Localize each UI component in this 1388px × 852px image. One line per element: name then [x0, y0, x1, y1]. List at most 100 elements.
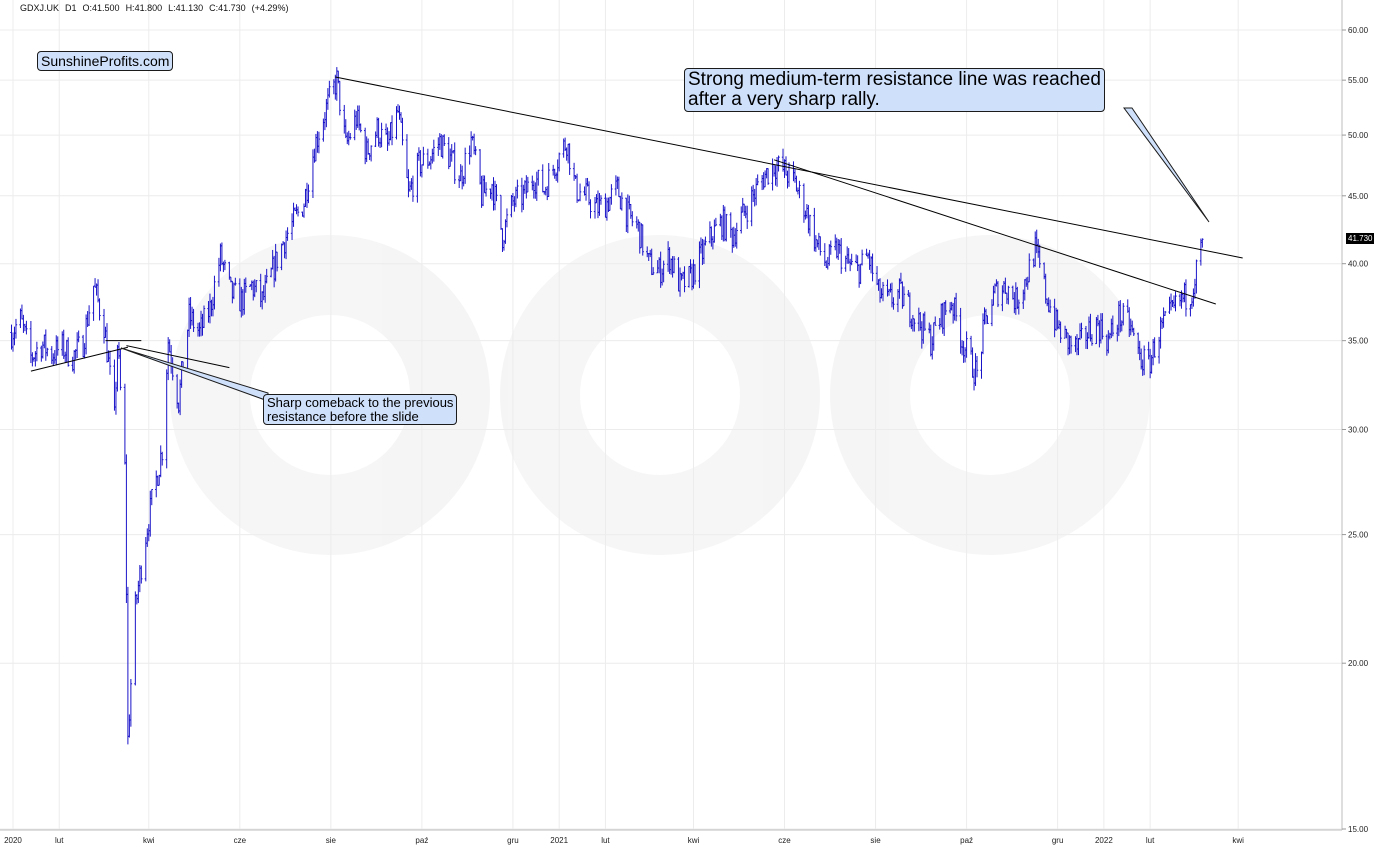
ohlc-bar [87, 305, 91, 326]
ohlc-bar [478, 149, 482, 185]
ohlc-bar [881, 281, 885, 302]
ohlc-bar [480, 175, 483, 208]
ohlc-bar [471, 135, 474, 141]
ohlc-bar [326, 88, 330, 110]
ohlc-bar [763, 170, 767, 188]
ohlc-bar [662, 260, 665, 283]
comeback-callout: Sharp comeback to the previous resistanc… [263, 394, 458, 426]
ohlc-bar [411, 175, 415, 202]
y-tick-label: 40.00 [1348, 260, 1369, 269]
ohlc-bar [578, 183, 582, 202]
ohlc-bar [338, 80, 342, 116]
ohlc-bar [541, 164, 544, 193]
ohlc-bar [328, 80, 331, 98]
x-tick-label: gru [507, 836, 519, 845]
ohlc-bar [490, 183, 494, 201]
ohlc-bar [349, 132, 352, 140]
ohlc-bar [334, 74, 337, 100]
ohlc-bar [13, 326, 16, 346]
ohlc-bar [55, 335, 58, 366]
ohlc-bar [11, 332, 15, 352]
ohlc-bar [784, 156, 788, 176]
ohlc-bar [158, 474, 161, 486]
ohlc-bar [556, 159, 559, 183]
ohlc-bar [346, 132, 349, 145]
ohlc-bar [108, 350, 112, 375]
ohlc-bar [463, 147, 467, 184]
ohlc-bar [854, 254, 858, 264]
ohlc-bar [543, 190, 546, 195]
ohlc-bar [628, 195, 631, 210]
ohlc-bar [795, 175, 798, 192]
ohlc-bar [859, 263, 862, 285]
ohlc-bar [787, 162, 791, 187]
ohlc-bar [453, 142, 456, 184]
ohlc-bar [43, 334, 46, 349]
ohlc-bar [960, 340, 964, 356]
ohlc-bar [848, 258, 852, 272]
ohlc-bar [568, 143, 571, 175]
x-tick-label: lut [601, 836, 610, 845]
ohlc-bar [64, 351, 67, 363]
ohlc-bar [483, 175, 486, 194]
ohlc-bar [641, 224, 644, 256]
y-tick-label: 30.00 [1348, 426, 1369, 435]
ohlc-bar [53, 350, 56, 364]
ohlc-bar [135, 594, 139, 605]
ohlc-bar [865, 248, 868, 257]
ohlc-bar [117, 342, 121, 359]
ohlc-bar [304, 188, 307, 207]
ohlc-bar [704, 236, 707, 246]
ohlc-bar [255, 280, 258, 293]
ohlc-bar [468, 145, 471, 165]
symbol-label: GDXJ.UK [20, 3, 60, 13]
ohlc-bar [589, 199, 592, 219]
ohlc-bar [1171, 299, 1174, 307]
ohlc-bar [92, 285, 95, 321]
ohlc-bar [1122, 302, 1125, 326]
x-tick-label: cze [234, 836, 247, 845]
ohlc-bar [740, 206, 743, 234]
x-tick-label: 2020 [4, 836, 22, 845]
ohlc-bar [44, 329, 48, 361]
ohlc-bar [62, 329, 65, 359]
ohlc-bar [572, 162, 576, 181]
ohlc-bar [756, 174, 759, 186]
ohlc-bar [46, 347, 49, 357]
ohlc-bar [77, 330, 80, 343]
ohlc-bar [438, 133, 441, 150]
ohlc-bar [553, 168, 556, 179]
ohlc-bar [510, 194, 513, 218]
ohlc-bar [557, 152, 561, 172]
ohlc-bar [584, 178, 588, 201]
ohlc-bar [356, 105, 359, 128]
x-axis: 2020 lut kwi cze sie paź gru 2021 lut kwi cze sie pa… [4, 836, 1244, 845]
ohlc-bar [14, 318, 18, 339]
ohlc-bar [1160, 317, 1164, 329]
ohlc-bar [81, 334, 85, 358]
ohlc-bar [725, 213, 728, 242]
ohlc-bar [93, 278, 97, 288]
ohlc-bar [631, 211, 634, 227]
ohlc-bar [847, 248, 850, 264]
ohlc-bar [460, 165, 464, 190]
ohlc-bar [625, 197, 628, 232]
ohlc-bar [828, 244, 831, 266]
trendline [773, 159, 1216, 305]
ohlc-bar [437, 137, 440, 156]
ohlc-bar [605, 197, 609, 221]
y-axis: 60.00 55.00 50.00 45.00 40.00 35.00 30.00 25.00… [1342, 26, 1369, 834]
ohlc-bar [1090, 334, 1094, 346]
ohlc-bar [731, 227, 734, 253]
ohlc-bar [369, 145, 373, 162]
ohlc-bar [986, 315, 989, 324]
trendlines [30, 76, 1243, 372]
x-tick-label: 2021 [550, 836, 568, 845]
ohlc-bar [1069, 335, 1073, 354]
ohlc-bar [457, 175, 461, 189]
ohlc-bar [137, 580, 140, 604]
ohlc-bar [866, 252, 870, 259]
callout-pointers [120, 107, 1210, 402]
ohlc-bar [719, 213, 722, 227]
